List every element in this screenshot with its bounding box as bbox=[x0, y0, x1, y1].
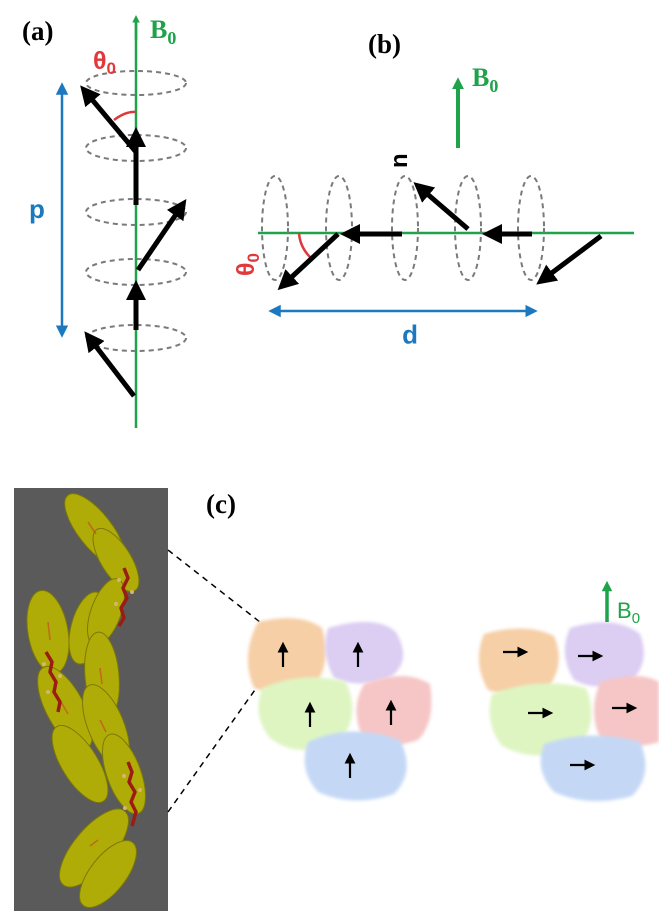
director-arrow bbox=[536, 234, 603, 285]
domain-cluster-aligned-right bbox=[478, 622, 659, 802]
cone-ring bbox=[517, 175, 545, 281]
panel-b: (b) B0 n θ0 p bbox=[232, 29, 634, 354]
director-arrows-b bbox=[277, 182, 603, 291]
dopant-atoms bbox=[42, 578, 142, 810]
domain-cluster-aligned-up bbox=[247, 618, 432, 801]
cone-ring bbox=[454, 175, 482, 281]
mesogen bbox=[79, 840, 137, 908]
dopant-atom bbox=[42, 662, 46, 666]
panel-b-label: (b) bbox=[368, 29, 401, 59]
cone-ring bbox=[325, 175, 353, 281]
cone-ring bbox=[85, 324, 187, 352]
domain-green bbox=[258, 677, 353, 751]
dopant-atom bbox=[138, 788, 142, 792]
director-arrow bbox=[80, 85, 138, 154]
panel-c-label: (c) bbox=[206, 489, 236, 519]
dopant-molecule bbox=[44, 651, 62, 713]
molecular-model bbox=[14, 488, 168, 911]
dopant-molecule bbox=[117, 567, 130, 627]
domain-orange bbox=[247, 618, 326, 694]
cone-ring bbox=[391, 175, 419, 281]
b0-label-b: B0 bbox=[472, 63, 498, 96]
mesogen-highlight bbox=[99, 667, 103, 685]
dopant-atom bbox=[114, 602, 118, 606]
domain-orange bbox=[478, 628, 559, 695]
panel-c: (c) bbox=[206, 489, 659, 802]
cone-ring bbox=[85, 70, 187, 96]
zoom-lines bbox=[167, 549, 266, 813]
domain-green bbox=[489, 683, 592, 756]
dopant-atom bbox=[122, 774, 126, 778]
zoom-line bbox=[167, 679, 263, 813]
director-label-b: n bbox=[386, 153, 413, 168]
domain-arrows-right bbox=[503, 646, 638, 771]
panel-a-label: (a) bbox=[22, 16, 53, 46]
dopant-molecule bbox=[126, 761, 138, 827]
mesogen bbox=[51, 724, 109, 804]
mesogens bbox=[26, 493, 146, 908]
dopant-molecules bbox=[44, 567, 138, 827]
mesogen-highlight bbox=[99, 719, 107, 733]
director-arrows-a bbox=[80, 85, 187, 398]
domain-blue bbox=[304, 731, 407, 801]
director-arrow bbox=[84, 331, 136, 398]
theta-label-b: θ0 bbox=[232, 253, 263, 276]
mesogen-highlight bbox=[87, 521, 97, 535]
director-arrow bbox=[413, 182, 470, 231]
domain-purple bbox=[564, 622, 644, 687]
panel-a: (a) B0 θ0 p bbox=[22, 15, 187, 428]
theta-arc-b bbox=[297, 232, 313, 260]
pitch-label-b: p bbox=[402, 324, 418, 354]
b0-label-a: B0 bbox=[150, 15, 176, 48]
dopant-atom bbox=[46, 690, 50, 694]
dopant-atom bbox=[130, 590, 134, 594]
director-arrow bbox=[277, 232, 340, 291]
domain-arrows-up bbox=[277, 641, 397, 778]
theta-label-a: θ0 bbox=[93, 47, 116, 78]
zoom-line bbox=[167, 549, 266, 627]
dopant-atom bbox=[58, 674, 62, 678]
pitch-label-a: p bbox=[29, 194, 45, 224]
cone-ring bbox=[85, 134, 187, 162]
domain-blue bbox=[540, 735, 646, 802]
domain-purple bbox=[325, 621, 404, 684]
domain-red bbox=[594, 676, 659, 747]
cone-ring bbox=[261, 175, 289, 281]
mesogen-highlight bbox=[89, 839, 99, 847]
cone-ring bbox=[85, 258, 187, 286]
dopant-atom bbox=[123, 806, 127, 810]
director-arrow bbox=[135, 199, 187, 272]
dopant-atom bbox=[117, 578, 121, 582]
theta-arc-a bbox=[113, 110, 137, 122]
mesogen-highlight bbox=[47, 621, 51, 641]
b0-label-c: B0 bbox=[617, 598, 640, 627]
